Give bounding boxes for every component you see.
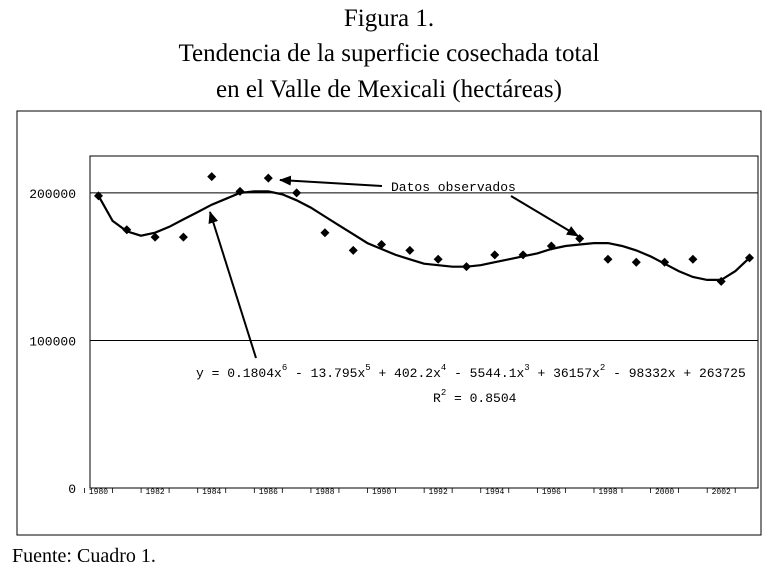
y-tick-label: 200000 [29, 187, 76, 202]
data-point [207, 172, 217, 182]
r-squared: R2 = 0.8504 [433, 388, 517, 406]
data-point [292, 188, 302, 198]
data-point [235, 186, 245, 196]
trend-equation: y = 0.1804x6 - 13.795x5 + 402.2x4 - 5544… [196, 363, 746, 381]
data-point [377, 240, 387, 250]
chart-frame [16, 110, 762, 536]
data-point [320, 228, 330, 238]
data-point [660, 257, 670, 267]
x-tick-label: 1992 [429, 488, 448, 497]
chart-title-line-2: Tendencia de la superficie cosechada tot… [178, 40, 600, 67]
annotation-arrow-1 [279, 175, 383, 187]
data-point [405, 245, 415, 255]
data-point [348, 245, 358, 255]
data-point [178, 232, 188, 242]
x-tick-label: 2002 [712, 488, 731, 497]
data-point [122, 225, 132, 235]
data-point [461, 262, 471, 272]
x-tick-label: 1994 [485, 488, 504, 497]
annotation-arrow-3 [208, 211, 257, 359]
x-tick-label: 1996 [542, 488, 561, 497]
data-point [433, 254, 443, 264]
plot-area [89, 155, 759, 489]
y-tick-label: 0 [68, 482, 76, 497]
x-tick-label: 1988 [315, 488, 334, 497]
annotation-arrow-2 [510, 195, 579, 237]
x-tick-label: 1980 [89, 488, 108, 497]
chart-title-line-1: Figura 1. [343, 5, 435, 32]
trend-line [97, 190, 751, 281]
x-tick-label: 2000 [655, 488, 674, 497]
x-tick-label: 1986 [259, 488, 278, 497]
data-point [631, 257, 641, 267]
data-point [688, 254, 698, 264]
x-tick-label: 1984 [202, 488, 221, 497]
annotation-observed-label: Datos observados [391, 180, 516, 195]
data-point [603, 254, 613, 264]
x-tick-label: 1998 [598, 488, 617, 497]
data-point [263, 173, 273, 183]
chart-title-line-3: en el Valle de Mexicali (hectáreas) [216, 76, 562, 103]
data-point [490, 250, 500, 260]
data-point [745, 253, 755, 263]
x-tick-label: 1990 [372, 488, 391, 497]
x-tick-label: 1982 [146, 488, 165, 497]
data-point [518, 250, 528, 260]
data-point [150, 232, 160, 242]
source-note: Fuente: Cuadro 1. [12, 545, 156, 567]
data-point [546, 241, 556, 251]
data-point [93, 191, 103, 201]
data-point [716, 276, 726, 286]
y-tick-label: 100000 [29, 334, 76, 349]
